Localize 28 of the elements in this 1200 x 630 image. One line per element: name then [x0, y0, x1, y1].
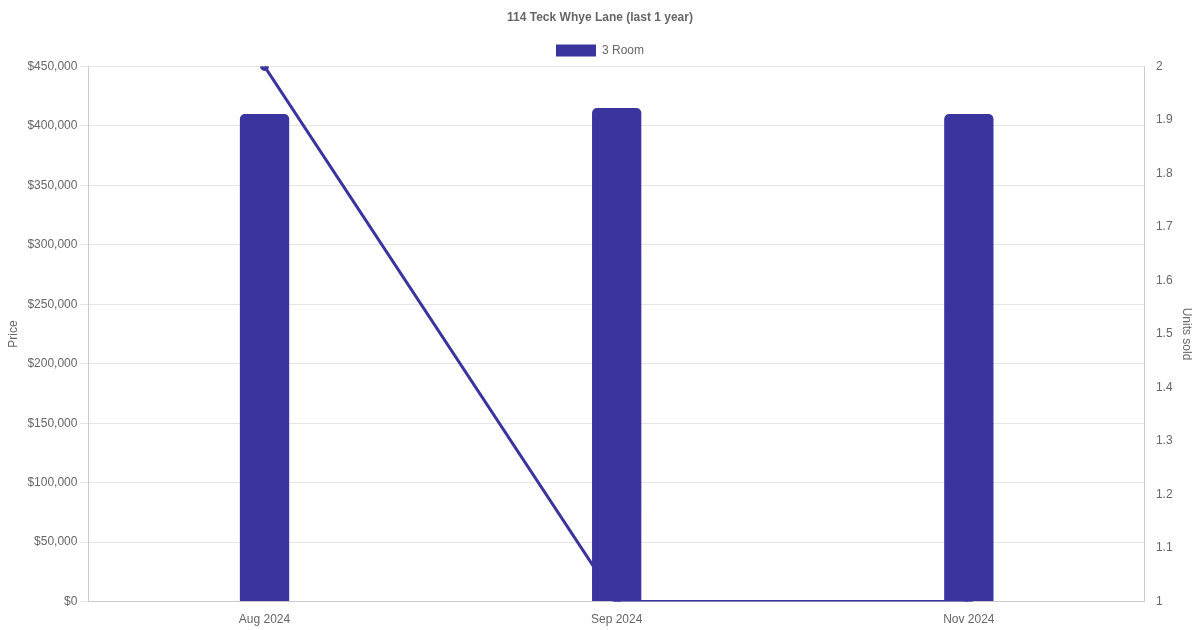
y-tick-label: $250,000	[27, 296, 78, 311]
x-tick-label: Nov 2024	[943, 612, 995, 627]
y2-tick-label: 1	[1155, 593, 1163, 608]
y-tick-label: $450,000	[27, 58, 78, 73]
y-tick-label: $100,000	[27, 474, 78, 489]
y2-axis-title: Units sold	[1180, 307, 1195, 361]
x-tick-label: Sep 2024	[590, 612, 643, 627]
y2-tick-label: 1.6	[1155, 272, 1173, 287]
legend-label: 3 Room	[601, 42, 645, 57]
y2-tick-label: 1.2	[1155, 486, 1173, 501]
y-tick-label: $200,000	[27, 356, 78, 371]
y2-tick-label: 1.4	[1155, 379, 1173, 394]
y2-tick-label: 1.8	[1155, 165, 1173, 180]
y-tick-label: $400,000	[27, 118, 78, 133]
x-tick-label: Aug 2024	[238, 612, 291, 627]
y2-tick-label: 1.3	[1155, 433, 1173, 448]
y-tick-label: $300,000	[27, 237, 78, 252]
y2-tick-label: 1.5	[1155, 326, 1173, 341]
y2-tick-label: 1.9	[1155, 112, 1173, 127]
y-tick-label: $50,000	[34, 534, 78, 549]
y-tick-label: $0	[64, 593, 78, 608]
y2-tick-label: 1.1	[1155, 540, 1173, 555]
chart-title: 114 Teck Whye Lane (last 1 year)	[507, 9, 693, 24]
y2-tick-label: 1.7	[1155, 219, 1173, 234]
y-tick-label: $150,000	[27, 415, 78, 430]
y-tick-label: $350,000	[27, 177, 78, 192]
y2-tick-label: 2	[1155, 58, 1163, 73]
y-axis-title: Price	[5, 320, 20, 348]
